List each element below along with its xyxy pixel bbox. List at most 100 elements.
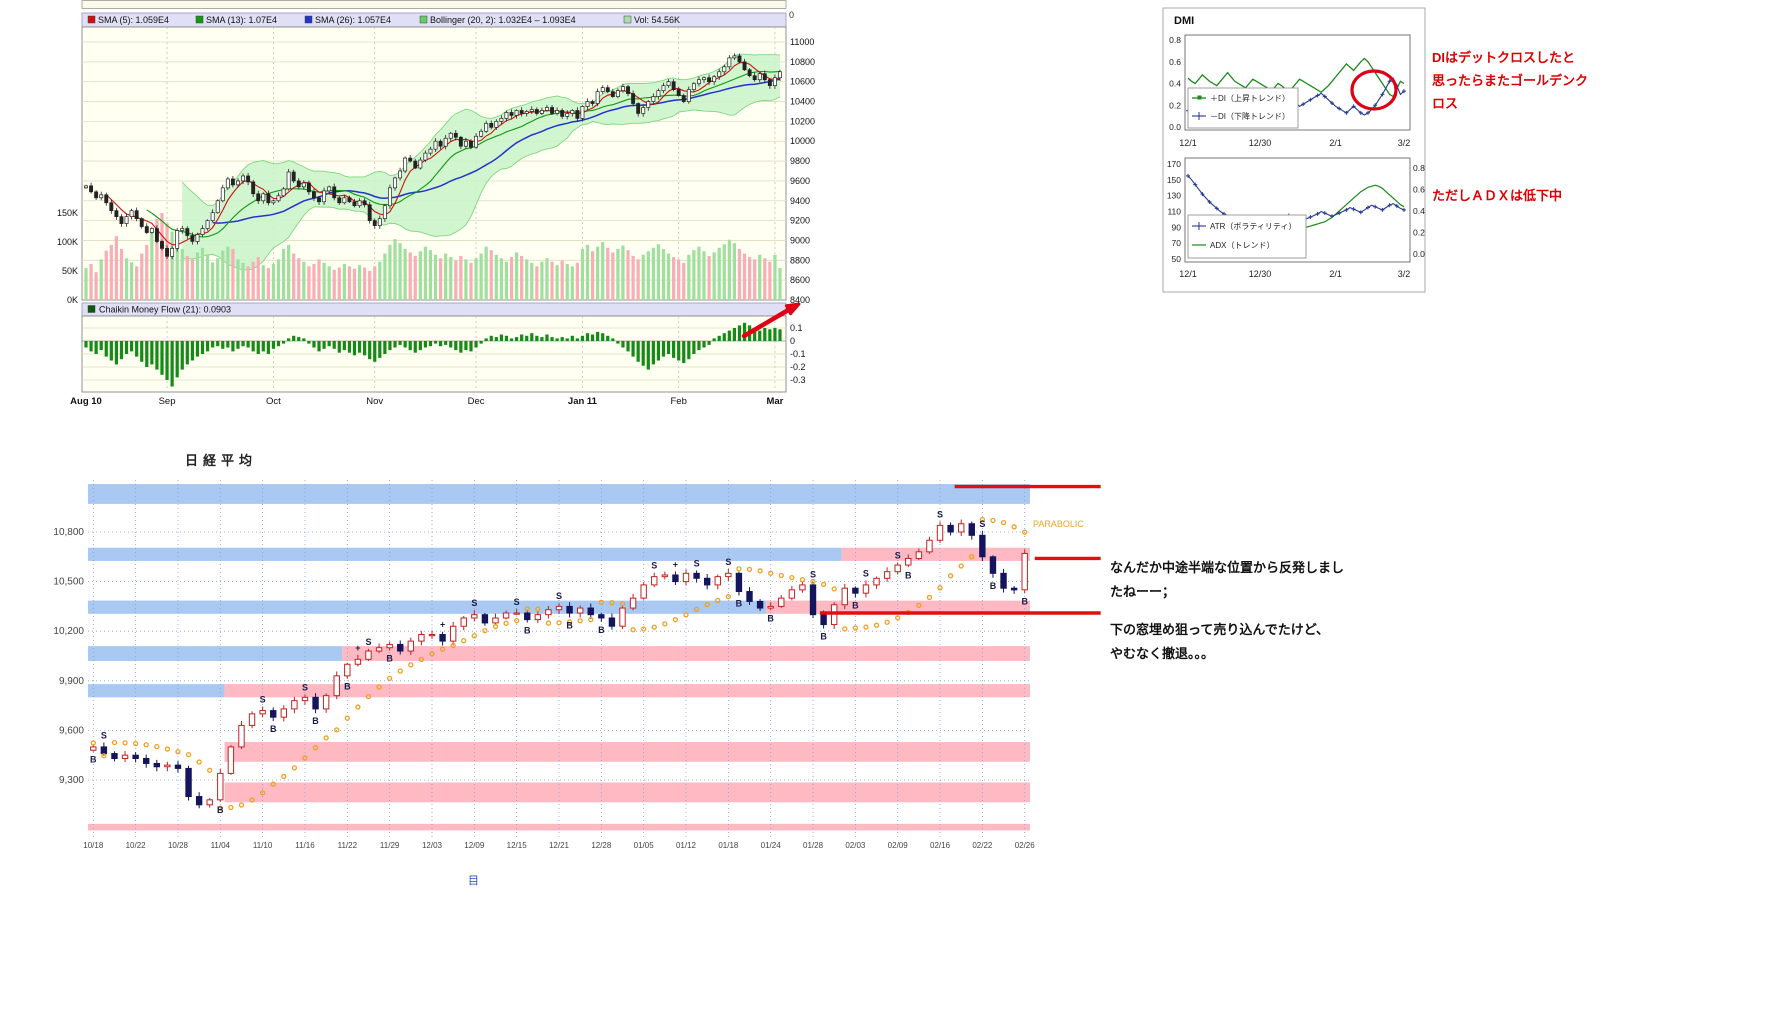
svg-text:Mar: Mar [766,396,783,407]
svg-text:SMA (13): 1.07E4: SMA (13): 1.07E4 [206,15,277,25]
svg-text:9000: 9000 [790,235,810,245]
svg-text:50: 50 [1172,254,1182,264]
svg-text:0.0: 0.0 [1413,249,1425,259]
svg-text:0.1: 0.1 [790,323,803,333]
svg-text:11/10: 11/10 [253,841,273,850]
svg-text:11/22: 11/22 [338,841,358,850]
svg-text:12/1: 12/1 [1179,269,1197,279]
red-line-annotations [819,484,1101,615]
svg-text:02/22: 02/22 [972,841,993,850]
golden-cross-circle-annotation [1350,69,1398,111]
svg-text:0.8: 0.8 [1169,35,1181,45]
gap-bands [88,484,1031,831]
svg-text:B: B [524,625,531,635]
svg-text:2/1: 2/1 [1329,138,1342,148]
svg-text:0: 0 [790,336,795,346]
time-axis-labels: Aug 10 Sep Oct Nov Dec Jan 11 Feb Mar [70,396,784,407]
svg-text:11000: 11000 [790,37,814,47]
daily-gridlines [88,480,1030,837]
svg-text:170: 170 [1167,159,1181,169]
svg-text:Dec: Dec [468,396,485,407]
cmf-bars [84,322,782,387]
svg-text:10/22: 10/22 [126,841,147,850]
svg-text:10800: 10800 [790,57,815,67]
svg-text:S: S [725,557,731,567]
svg-text:+: + [440,620,445,630]
svg-text:10,500: 10,500 [53,577,84,588]
candlesticks [84,53,782,260]
svg-text:11/04: 11/04 [211,841,231,850]
svg-text:S: S [302,682,308,692]
svg-text:10,800: 10,800 [53,527,84,538]
svg-text:Feb: Feb [670,396,686,407]
svg-text:11/16: 11/16 [295,841,315,850]
svg-text:11/29: 11/29 [380,841,400,850]
svg-text:B: B [598,625,605,635]
di-axis-labels: 0.8 0.6 0.4 0.2 0.0 [1169,35,1181,132]
svg-text:0.2: 0.2 [1413,228,1425,238]
svg-text:9400: 9400 [790,196,810,206]
svg-text:Vol: 54.56K: Vol: 54.56K [634,15,680,25]
svg-text:0.6: 0.6 [1169,57,1181,67]
svg-text:Jan 11: Jan 11 [568,396,598,407]
svg-text:Aug 10: Aug 10 [70,396,102,407]
atr-axis-labels: 170 150 130 110 90 70 50 0.8 0.6 0.4 0.2 0.0 [1167,159,1425,264]
svg-text:B: B [820,632,827,642]
red-arrow-annotation [741,302,801,339]
svg-text:Bollinger (20, 2): 1.032E4 – 1: Bollinger (20, 2): 1.032E4 – 1.093E4 [430,15,576,25]
svg-text:Oct: Oct [266,396,281,407]
svg-text:S: S [101,730,107,740]
svg-text:S: S [556,591,562,601]
svg-text:Chaikin Money Flow (21): 0.090: Chaikin Money Flow (21): 0.0903 [99,305,231,315]
svg-text:150: 150 [1167,175,1181,185]
volume-axis-labels: 150K 100K 50K 0K [57,208,78,305]
svg-text:01/12: 01/12 [676,841,697,850]
svg-text:12/09: 12/09 [464,841,485,850]
svg-text:01/18: 01/18 [718,841,739,850]
svg-text:12/03: 12/03 [422,841,443,850]
svg-text:10600: 10600 [790,77,815,87]
svg-text:8600: 8600 [790,275,810,285]
svg-text:8800: 8800 [790,255,810,265]
svg-text:12/21: 12/21 [549,841,570,850]
svg-text:0.8: 0.8 [1413,163,1425,173]
svg-text:S: S [810,570,816,580]
atr-time-labels: 12/1 12/30 2/1 3/2 [1179,269,1410,279]
svg-text:B: B [566,620,573,630]
svg-text:B: B [217,805,224,815]
parabolic-sar-dots [90,516,1028,811]
svg-text:B: B [905,570,912,580]
svg-text:3/2: 3/2 [1398,269,1411,279]
svg-text:S: S [979,519,985,529]
rebound-comment-line2: たねーー； [1110,584,1176,599]
svg-text:B: B [386,654,393,664]
svg-text:01/05: 01/05 [634,841,655,850]
svg-text:SMA (5): 1.059E4: SMA (5): 1.059E4 [98,15,169,25]
di-cross-line1: DIはデットクロスしたと [1432,50,1576,65]
price-volume-cmf-chart: 0 SMA (5): 1.059E4 SMA (13): 1.07E4 SMA (26… [57,0,815,407]
svg-text:10,200: 10,200 [53,626,84,637]
svg-text:100K: 100K [57,237,78,247]
svg-text:10/18: 10/18 [83,841,104,850]
svg-text:S: S [895,550,901,560]
dmi-indicator-panel: DMI 0.8 0.6 0.4 0.2 0.0 ＋DI（上昇トレンド） －DI（下降トレンド）… [1162,7,1426,293]
rebound-comment-line1: なんだか中途半端な位置から反発しまし [1110,560,1345,575]
retreat-comment: 下の窓埋め狙って売り込んでたけど、 やむなく撤退。。。 [1110,618,1440,666]
svg-text:-0.2: -0.2 [790,362,806,372]
di-time-labels: 12/1 12/30 2/1 3/2 [1179,138,1410,148]
svg-text:9200: 9200 [790,216,810,226]
svg-text:S: S [694,558,700,568]
volume-bars [84,213,782,300]
svg-text:9600: 9600 [790,176,810,186]
svg-text:9,900: 9,900 [59,676,84,687]
svg-text:S: S [471,598,477,608]
daily-price-axis-labels: 10,800 10,500 10,200 9,900 9,600 9,300 [53,527,84,786]
svg-text:110: 110 [1167,207,1181,217]
svg-text:B: B [1021,596,1028,606]
svg-text:9,300: 9,300 [59,775,84,786]
svg-text:12/28: 12/28 [591,841,612,850]
svg-text:0.6: 0.6 [1413,185,1425,195]
svg-text:S: S [514,597,520,607]
svg-text:S: S [863,568,869,578]
